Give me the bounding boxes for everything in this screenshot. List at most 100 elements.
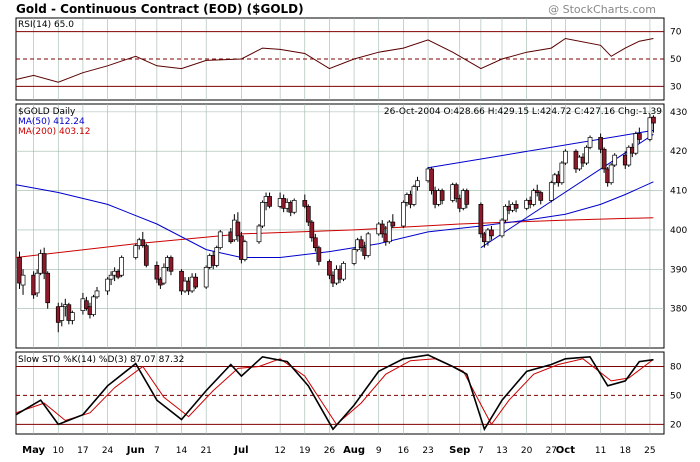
candle [626, 145, 632, 167]
rsi-tick-label: 30 [670, 82, 682, 92]
candle-body [242, 241, 248, 260]
candle-body [598, 137, 603, 150]
sto-tick-label: 50 [670, 391, 682, 401]
x-tick-label: 20 [521, 446, 533, 456]
candle [608, 163, 614, 185]
candle-body [302, 200, 308, 207]
candle-body [291, 200, 297, 213]
x-tick-label: 7 [478, 446, 484, 456]
candle [91, 294, 96, 317]
candle [513, 200, 519, 213]
candle [108, 271, 114, 286]
candle-body [601, 148, 607, 170]
candle-body [608, 164, 614, 184]
candle [17, 251, 22, 289]
candle [358, 235, 364, 252]
candle [316, 245, 322, 266]
candle [453, 182, 459, 203]
candle-body [587, 137, 593, 148]
candle-body [489, 229, 494, 237]
candle-body [312, 237, 318, 248]
candle [119, 255, 125, 278]
candle [612, 153, 618, 167]
candle-body [59, 306, 65, 321]
trendline [480, 133, 654, 249]
price-symbol-label: $GOLD Daily [18, 107, 76, 117]
candle-body [41, 253, 47, 274]
sto-k-line [15, 354, 654, 432]
price-tick-label: 400 [670, 226, 687, 236]
x-tick-label: 26 [324, 446, 336, 456]
candle-body [260, 202, 265, 227]
candle [633, 131, 639, 156]
candle-body [559, 162, 565, 184]
rsi-tick-label: 50 [670, 55, 682, 65]
candle [242, 239, 248, 262]
candle [647, 113, 653, 142]
sto-tick-label: 20 [670, 420, 682, 430]
candle-body [358, 239, 364, 248]
candle [34, 269, 40, 297]
sto-ticks: 80 50 20 [670, 362, 682, 430]
price-ticks: 430 420 410 400 390 380 [670, 108, 687, 315]
x-tick-label: 10 [53, 446, 65, 456]
ma200-label: MA(200) 403.12 [18, 127, 90, 137]
candle-body [20, 274, 26, 286]
candle-body [365, 233, 371, 256]
candle [193, 273, 198, 289]
candle-body [453, 184, 459, 199]
candle-body [464, 190, 470, 205]
candle-body [17, 257, 22, 284]
candle-body [34, 272, 40, 294]
candle-body [651, 116, 656, 124]
rsi-levels [16, 31, 664, 87]
x-tick-label: 7 [154, 446, 160, 456]
candle-body [503, 205, 508, 221]
candle [548, 180, 554, 203]
candles [17, 113, 656, 333]
candle-body [647, 117, 653, 140]
candle [133, 243, 139, 260]
candle [559, 161, 565, 185]
candle-body [193, 276, 198, 288]
candle-body [563, 150, 568, 164]
candle-body [584, 146, 589, 164]
candle [489, 226, 494, 240]
x-tick-label: Jul [233, 445, 248, 456]
x-tick-label: 23 [422, 446, 433, 456]
x-tick-label: Aug [343, 445, 365, 456]
candle-body [341, 263, 346, 280]
candle-body [429, 168, 434, 191]
candle-body [94, 290, 100, 298]
x-tick-label: 25 [644, 446, 655, 456]
candle-body [309, 221, 315, 239]
sto-panel: Slow STO %K(14) %D(3) 87.07 87.32 80 50 20 [15, 351, 682, 435]
candle-body [133, 245, 139, 258]
candle [302, 194, 308, 209]
candle [161, 263, 167, 286]
candle-body [499, 219, 505, 237]
rsi-label: RSI(14) 65.0 [18, 20, 74, 30]
price-panel-frame [15, 103, 665, 349]
candle [636, 127, 642, 144]
x-tick-label: 11 [595, 446, 606, 456]
candle [598, 133, 603, 154]
ma200-line [15, 217, 654, 258]
candle-body [538, 192, 544, 201]
candle [327, 259, 332, 280]
candle [587, 135, 593, 150]
candle [499, 218, 505, 238]
x-tick-label: 17 [77, 446, 88, 456]
sto-label: Slow STO %K(14) %D(3) 87.07 87.32 [18, 355, 184, 365]
candle-body [612, 154, 618, 166]
candle [503, 204, 508, 223]
candle-body [69, 312, 75, 321]
candle-body [531, 190, 537, 205]
x-tick-label: 13 [496, 446, 507, 456]
candle-body [626, 146, 632, 166]
candle [168, 255, 174, 276]
candle [291, 198, 297, 215]
candle [341, 261, 346, 282]
x-tick-label: Jun [126, 445, 145, 456]
